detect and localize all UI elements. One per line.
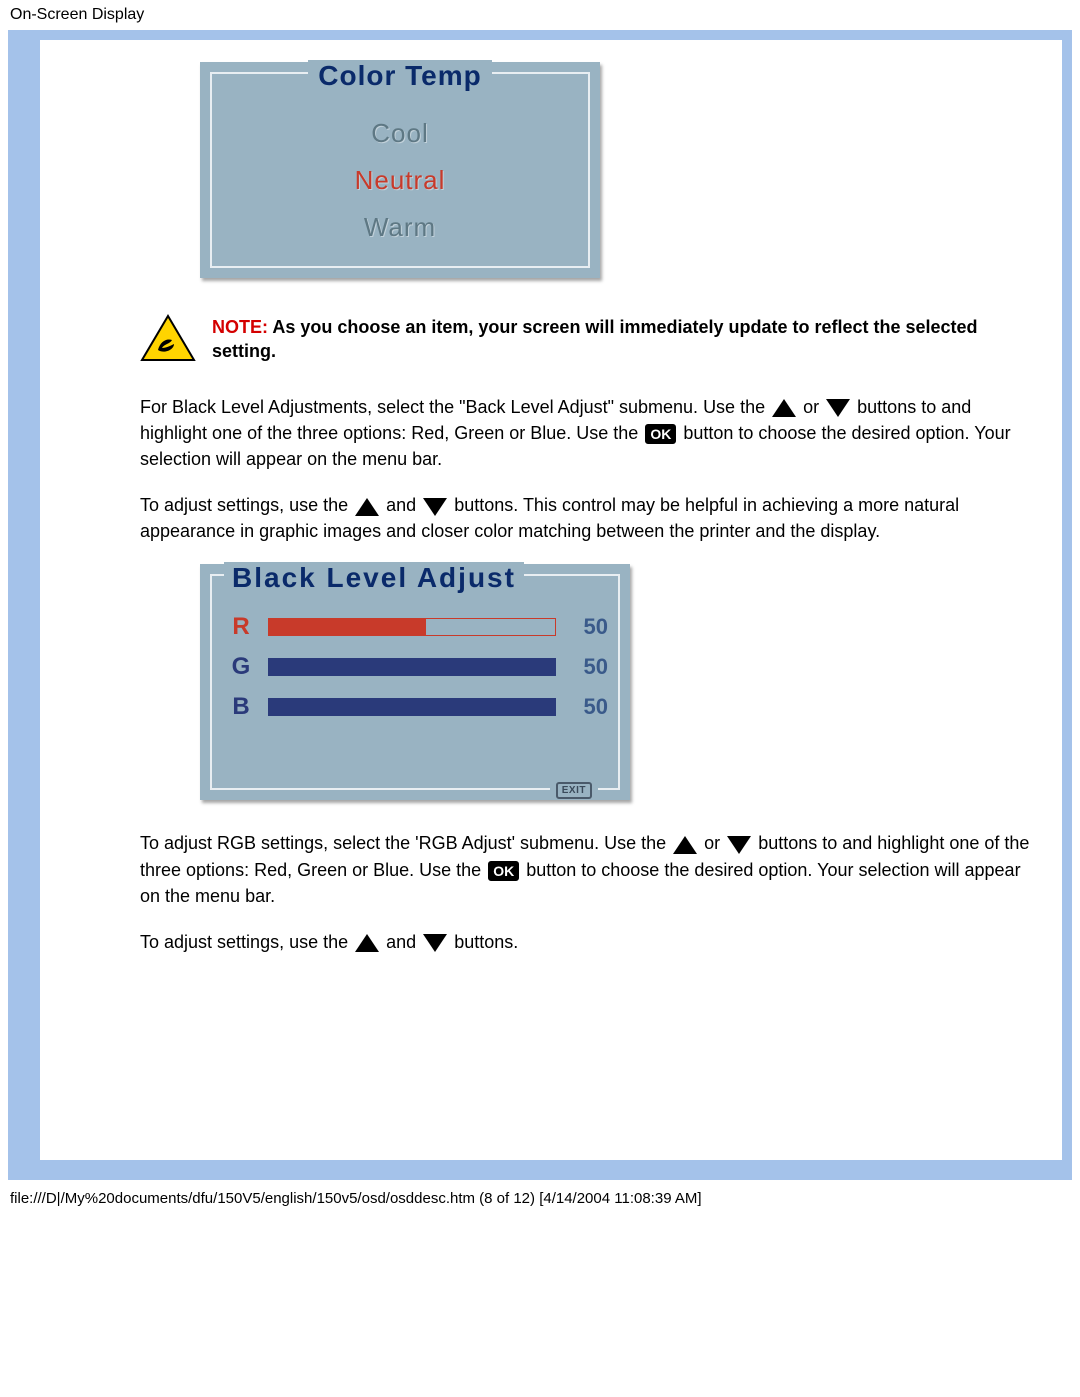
- note-row: NOTE: As you choose an item, your screen…: [140, 314, 1042, 364]
- rgb-label-g: G: [226, 653, 256, 681]
- text-seg: For Black Level Adjustments, select the …: [140, 397, 770, 417]
- osd-color-temp-title: Color Temp: [308, 60, 491, 92]
- osd-black-level-title: Black Level Adjust: [224, 562, 524, 594]
- text-seg: or: [704, 833, 725, 853]
- content-panel: Color Temp Cool Neutral Warm NOTE: As yo…: [40, 40, 1062, 1160]
- rgb-bar-g: [268, 658, 556, 676]
- down-arrow-icon: [826, 399, 850, 417]
- paragraph-rgb-intro: To adjust RGB settings, select the 'RGB …: [140, 830, 1042, 908]
- up-arrow-icon: [673, 836, 697, 854]
- page-band: Color Temp Cool Neutral Warm NOTE: As yo…: [8, 30, 1072, 1180]
- text-seg: or: [803, 397, 824, 417]
- note-body: As you choose an item, your screen will …: [212, 317, 978, 361]
- rgb-value-b: 50: [568, 694, 608, 720]
- ok-button-icon: OK: [645, 424, 676, 444]
- rgb-label-b: B: [226, 693, 256, 721]
- exit-wrap: EXIT: [550, 777, 598, 798]
- rgb-bar-r: [268, 618, 556, 636]
- rgb-fill-g: [268, 658, 556, 676]
- text-seg: buttons.: [454, 932, 518, 952]
- page-footer: file:///D|/My%20documents/dfu/150V5/engl…: [0, 1180, 1080, 1213]
- color-temp-option-neutral[interactable]: Neutral: [200, 157, 600, 204]
- rgb-row-red[interactable]: R 50: [226, 614, 608, 640]
- color-temp-option-cool[interactable]: Cool: [200, 110, 600, 157]
- rgb-row-green[interactable]: G 50: [226, 654, 608, 680]
- down-arrow-icon: [727, 836, 751, 854]
- paragraph-adjust-settings-2: To adjust settings, use the and buttons.: [140, 929, 1042, 955]
- rgb-value-r: 50: [568, 614, 608, 640]
- rgb-label-r: R: [226, 613, 256, 641]
- text-seg: To adjust RGB settings, select the 'RGB …: [140, 833, 671, 853]
- note-label: NOTE:: [212, 317, 268, 337]
- rgb-fill-r: [268, 618, 426, 636]
- up-arrow-icon: [355, 934, 379, 952]
- text-seg: and: [386, 495, 421, 515]
- text-seg: To adjust settings, use the: [140, 932, 353, 952]
- paragraph-black-level-intro: For Black Level Adjustments, select the …: [140, 394, 1042, 472]
- down-arrow-icon: [423, 934, 447, 952]
- text-seg: To adjust settings, use the: [140, 495, 353, 515]
- color-temp-option-warm[interactable]: Warm: [200, 204, 600, 251]
- page-header: On-Screen Display: [0, 0, 1080, 30]
- down-arrow-icon: [423, 498, 447, 516]
- osd-color-temp: Color Temp Cool Neutral Warm: [200, 62, 600, 278]
- ok-button-icon: OK: [488, 861, 519, 881]
- exit-button[interactable]: EXIT: [556, 782, 592, 799]
- text-seg: and: [386, 932, 421, 952]
- paragraph-adjust-settings-1: To adjust settings, use the and buttons.…: [140, 492, 1042, 544]
- up-arrow-icon: [772, 399, 796, 417]
- warning-icon: [140, 314, 196, 364]
- rgb-fill-b: [268, 698, 556, 716]
- rgb-bar-b: [268, 698, 556, 716]
- note-text: NOTE: As you choose an item, your screen…: [212, 315, 1042, 364]
- up-arrow-icon: [355, 498, 379, 516]
- rgb-row-blue[interactable]: B 50: [226, 694, 608, 720]
- rgb-value-g: 50: [568, 654, 608, 680]
- osd-black-level: Black Level Adjust R 50 G: [200, 564, 630, 800]
